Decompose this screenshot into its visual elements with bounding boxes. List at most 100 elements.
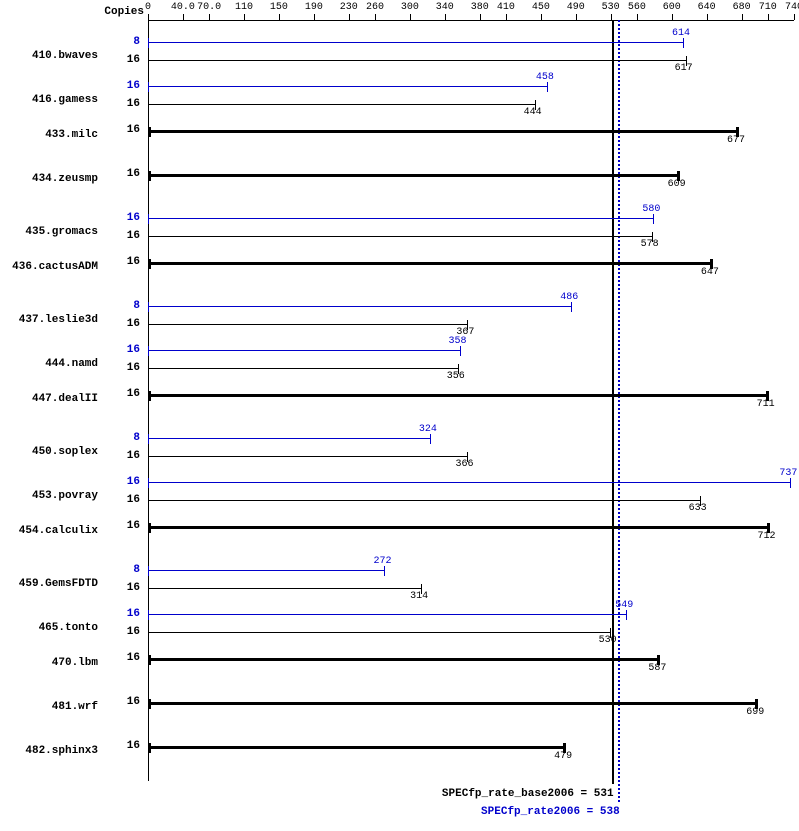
copies-value: 16 (127, 54, 140, 66)
x-tick-label: 680 (733, 2, 751, 13)
bar-value-label: 356 (447, 371, 465, 382)
x-tick-label: 710 (759, 2, 777, 13)
benchmark-name: 482.sphinx3 (25, 745, 98, 757)
bar-value-label: 358 (449, 336, 467, 347)
bar-value-label: 580 (642, 204, 660, 215)
benchmark-name: 436.cactusADM (12, 261, 98, 273)
x-tick (672, 14, 673, 20)
bar-value-label: 486 (560, 292, 578, 303)
x-tick (244, 14, 245, 20)
bar-start-tick (148, 320, 149, 330)
copies-value: 8 (133, 36, 140, 48)
x-tick (445, 14, 446, 20)
bar-end-tick (683, 38, 684, 48)
copies-value: 16 (127, 696, 140, 708)
bar-value-label: 677 (727, 135, 745, 146)
copies-header: Copies (104, 6, 144, 18)
x-tick-label: 380 (471, 2, 489, 13)
x-tick-label: 150 (270, 2, 288, 13)
bar-value-label: 314 (410, 591, 428, 602)
benchmark-name: 454.calculix (19, 525, 98, 537)
copies-value: 16 (127, 582, 140, 594)
x-tick (480, 14, 481, 20)
bar-line (148, 236, 653, 237)
copies-value: 8 (133, 300, 140, 312)
x-tick-label: 640 (698, 2, 716, 13)
x-tick (314, 14, 315, 20)
copies-value: 16 (127, 494, 140, 506)
bar-line (148, 86, 548, 87)
bar-line (148, 262, 713, 265)
x-tick-label: 600 (663, 2, 681, 13)
bar-value-label: 444 (524, 107, 542, 118)
x-tick-label: 530 (602, 2, 620, 13)
x-tick (410, 14, 411, 20)
benchmark-name: 410.bwaves (32, 50, 98, 62)
bar-line (148, 324, 468, 325)
bar-line (148, 702, 758, 705)
reference-line (618, 20, 620, 802)
benchmark-name: 433.milc (45, 129, 98, 141)
benchmark-name: 470.lbm (52, 657, 98, 669)
bar-start-tick (148, 496, 149, 506)
bar-line (148, 588, 422, 589)
copies-value: 16 (127, 476, 140, 488)
bar-start-tick (148, 699, 151, 709)
x-tick-label: 490 (567, 2, 585, 13)
copies-value: 16 (127, 80, 140, 92)
x-tick (794, 14, 795, 20)
bar-start-tick (148, 628, 149, 638)
copies-value: 16 (127, 124, 140, 136)
benchmark-name: 465.tonto (39, 622, 98, 634)
x-tick (576, 14, 577, 20)
bar-start-tick (148, 478, 149, 488)
x-tick-label: 740 (785, 2, 799, 13)
bar-end-tick (571, 302, 572, 312)
bar-end-tick (790, 478, 791, 488)
bar-line (148, 394, 769, 397)
bar-line (148, 526, 770, 529)
bar-value-label: 366 (456, 459, 474, 470)
bar-value-label: 617 (675, 63, 693, 74)
bar-start-tick (148, 127, 151, 137)
bar-value-label: 324 (419, 424, 437, 435)
benchmark-name: 444.namd (45, 358, 98, 370)
bar-end-tick (460, 346, 461, 356)
bar-line (148, 456, 468, 457)
copies-value: 16 (127, 626, 140, 638)
copies-value: 8 (133, 432, 140, 444)
x-tick (375, 14, 376, 20)
bar-start-tick (148, 566, 149, 576)
bar-value-label: 479 (554, 751, 572, 762)
bar-line (148, 218, 654, 219)
benchmark-name: 435.gromacs (25, 226, 98, 238)
benchmark-name: 447.dealII (32, 393, 98, 405)
bar-line (148, 350, 461, 351)
bar-start-tick (148, 259, 151, 269)
x-tick-label: 190 (305, 2, 323, 13)
x-tick-label: 340 (436, 2, 454, 13)
reference-label: SPECfp_rate2006 = 538 (481, 806, 620, 818)
bar-line (148, 614, 627, 615)
reference-line (612, 20, 614, 784)
bar-start-tick (148, 584, 149, 594)
copies-value: 16 (127, 740, 140, 752)
bar-value-label: 578 (641, 239, 659, 250)
bar-line (148, 658, 660, 661)
benchmark-name: 459.GemsFDTD (19, 578, 98, 590)
copies-value: 16 (127, 318, 140, 330)
reference-label: SPECfp_rate_base2006 = 531 (442, 788, 614, 800)
bar-value-label: 633 (689, 503, 707, 514)
bar-value-label: 711 (757, 399, 775, 410)
copies-value: 16 (127, 388, 140, 400)
benchmark-name: 434.zeusmp (32, 173, 98, 185)
bar-value-label: 699 (746, 707, 764, 718)
bar-start-tick (148, 56, 149, 66)
bar-start-tick (148, 346, 149, 356)
bar-start-tick (148, 171, 151, 181)
bar-value-label: 737 (779, 468, 797, 479)
x-tick-label: 40.0 (171, 2, 195, 13)
x-tick-label: 560 (628, 2, 646, 13)
bar-line (148, 104, 536, 105)
copies-value: 16 (127, 230, 140, 242)
